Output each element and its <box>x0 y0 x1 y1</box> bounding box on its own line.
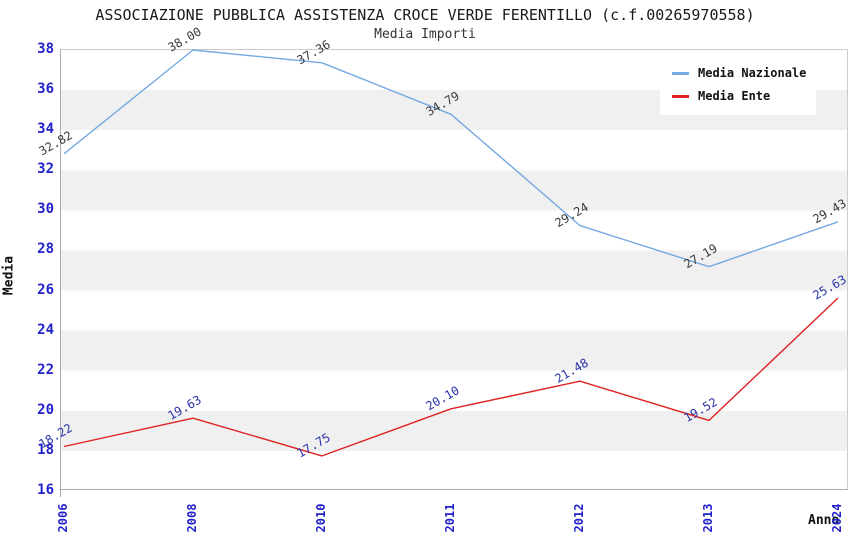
media-nazionale-data-label: 29.24 <box>553 200 591 230</box>
media-ente-data-label: 21.48 <box>553 356 591 386</box>
x-tick-label: 2012 <box>572 503 586 533</box>
x-axis-title: Anno <box>808 513 840 528</box>
y-tick-label: 16 <box>37 482 54 498</box>
y-tick-label: 34 <box>37 121 54 138</box>
chart-subtitle: Media Importi <box>374 27 476 42</box>
x-tick-label: 2024 <box>830 503 844 533</box>
legend-label: Media Ente <box>698 89 771 103</box>
media-ente-data-label: 17.75 <box>295 430 333 460</box>
media-nazionale-data-label: 27.19 <box>682 241 720 271</box>
media-ente-swatch-icon <box>672 94 689 98</box>
y-tick-label: 36 <box>37 81 54 98</box>
legend-item-media-nazionale: Media Nazionale <box>672 66 806 80</box>
axis-tick-mark <box>60 490 61 497</box>
media-ente-line <box>63 297 839 457</box>
media-nazionale-data-label: 29.43 <box>811 196 849 226</box>
legend-item-media-ente: Media Ente <box>672 89 806 103</box>
x-tick-label: 2013 <box>701 503 715 533</box>
y-tick-label: 18 <box>37 441 54 458</box>
y-axis-title: Media <box>1 255 17 296</box>
media-nazionale-data-label: 34.79 <box>424 89 462 119</box>
y-tick-label: 28 <box>37 241 54 258</box>
x-tick-label: 2010 <box>314 503 328 533</box>
legend-label: Media Nazionale <box>698 66 807 80</box>
y-tick-label: 30 <box>37 201 54 218</box>
y-tick-label: 20 <box>37 401 54 418</box>
y-tick-label: 32 <box>37 161 54 178</box>
x-tick-label: 2006 <box>56 503 70 533</box>
media-nazionale-line <box>63 49 839 268</box>
media-ente-data-label: 20.10 <box>424 383 462 413</box>
x-tick-label: 2008 <box>185 503 199 533</box>
y-tick-label: 26 <box>37 281 54 298</box>
media-ente-data-label: 19.52 <box>682 395 720 425</box>
media-ente-data-label: 19.63 <box>166 393 204 423</box>
y-tick-label: 24 <box>37 321 54 338</box>
media-ente-data-label: 25.63 <box>811 272 849 302</box>
chart-title: ASSOCIAZIONE PUBBLICA ASSISTENZA CROCE V… <box>95 6 755 24</box>
y-tick-label: 38 <box>37 41 54 57</box>
x-tick-label: 2011 <box>443 503 457 533</box>
plot-area: 32.82 38.00 37.36 34.79 29.24 27.19 29.43 18.22… <box>37 24 849 490</box>
y-tick-label: 22 <box>37 361 54 378</box>
legend: Media Nazionale Media Ente <box>660 56 816 115</box>
media-nazionale-swatch-icon <box>672 71 689 75</box>
